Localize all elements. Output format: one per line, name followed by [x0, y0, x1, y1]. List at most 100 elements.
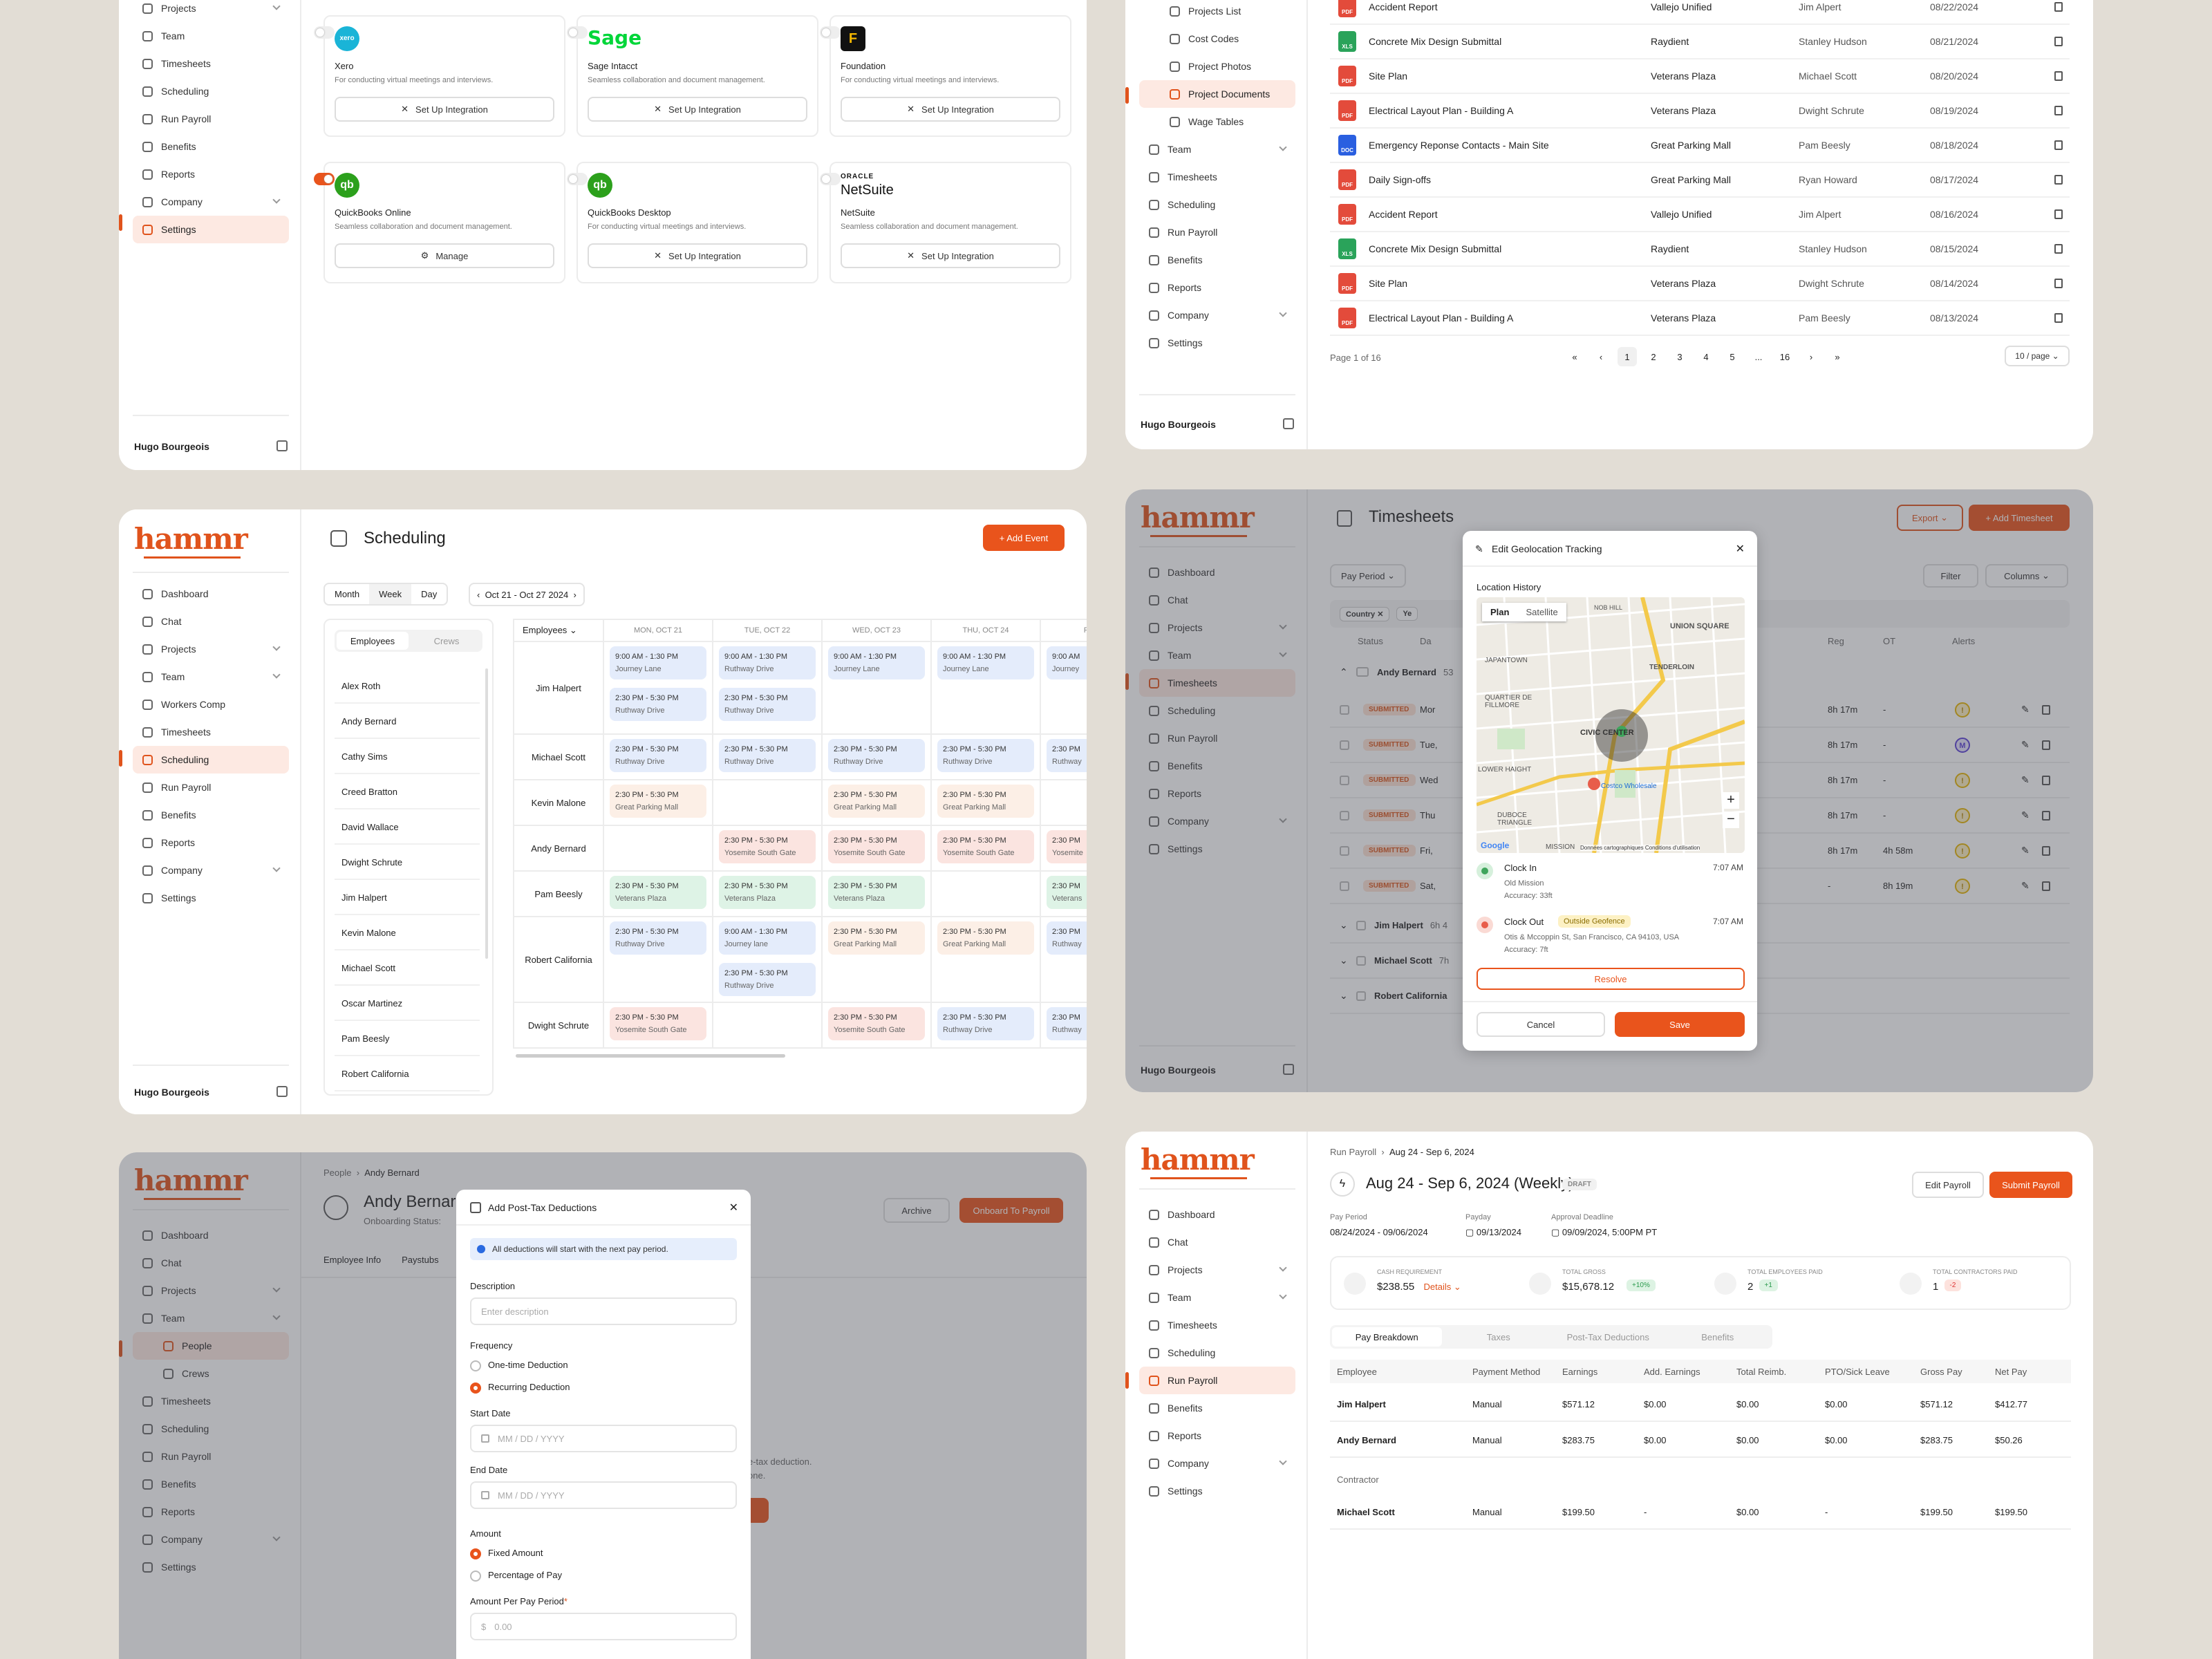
schedule-event[interactable]: 2:30 PM - 5:30 PM Great Parking Mall	[828, 785, 925, 818]
checkbox[interactable]	[1340, 775, 1349, 785]
employee-item[interactable]: Cathy Sims	[335, 739, 480, 774]
nav-item-scheduling[interactable]: Scheduling	[133, 77, 289, 105]
schedule-event[interactable]: 2:30 PM - 5:30 PM Ruthway Drive	[610, 739, 706, 772]
schedule-cell[interactable]: 9:00 AM - 1:30 PM Journey Lane	[823, 642, 932, 735]
table-row[interactable]: Michael Scott Manual $199.50- $0.00- $199.50…	[1330, 1495, 2071, 1530]
view-month[interactable]: Month	[335, 589, 360, 599]
trash-icon[interactable]	[2054, 244, 2063, 254]
onboard-button[interactable]: Onboard To Payroll	[959, 1198, 1063, 1223]
schedule-event[interactable]: 2:30 PM - 5:30 PM Great Parking Mall	[828, 921, 925, 955]
table-row[interactable]: XLS Concrete Mix Design Submittal Raydient…	[1330, 25, 2070, 59]
logout-icon[interactable]	[1283, 418, 1294, 429]
nav-item-company[interactable]: Company	[133, 188, 289, 216]
doc-name[interactable]: Concrete Mix Design Submittal	[1369, 36, 1502, 47]
map-tab-plan[interactable]: Plan	[1490, 607, 1510, 617]
nav-item-run-payroll[interactable]: Run Payroll	[1139, 1367, 1295, 1394]
table-row[interactable]: Andy Bernard Manual $283.75 $0.00 $0.00 $0.00…	[1330, 1423, 2071, 1458]
schedule-cell[interactable]: 2:30 PM - 5:30 PM Yosemite South Gate	[823, 1003, 932, 1049]
nav-item-run-payroll[interactable]: Run Payroll	[1139, 218, 1295, 246]
nav-item-timesheets[interactable]: Timesheets	[133, 50, 289, 77]
zoom-out-icon[interactable]: −	[1723, 812, 1739, 828]
zoom-in-icon[interactable]: +	[1723, 792, 1739, 809]
employee-item[interactable]: Andy Bernard	[335, 704, 480, 739]
nav-item-scheduling[interactable]: Scheduling	[1139, 1339, 1295, 1367]
map[interactable]: Plan Satellite NOB HILL UNION SQUARE JAP…	[1477, 597, 1745, 853]
table-row[interactable]: PDF Electrical Layout Plan - Building A Ve…	[1330, 94, 2070, 129]
set-up-integration-button[interactable]: ✕ Set Up Integration	[588, 97, 807, 122]
schedule-cell[interactable]: 2:30 PM - 5:30 PM Veterans Plaza	[604, 872, 713, 917]
tab-taxes[interactable]: Taxes	[1486, 1331, 1510, 1342]
nav-item-settings[interactable]: Settings	[133, 1553, 289, 1581]
nav-item-team[interactable]: Team	[133, 1304, 289, 1332]
hammr-logo[interactable]: hammr	[134, 1163, 248, 1200]
nav-item-wage-tables[interactable]: Wage Tables	[1139, 108, 1295, 135]
nav-item-chat[interactable]: Chat	[133, 1249, 289, 1277]
checkbox[interactable]	[1340, 740, 1349, 750]
schedule-cell[interactable]: 9:00 AM - 1:30 PM Journey Lane	[932, 642, 1041, 735]
view-week[interactable]: Week	[369, 584, 412, 604]
nav-item-chat[interactable]: Chat	[133, 608, 289, 635]
nav-item-cost-codes[interactable]: Cost Codes	[1139, 25, 1295, 53]
schedule-event[interactable]: 2:30 PM Veterans	[1047, 876, 1087, 909]
nav-item-timesheets[interactable]: Timesheets	[133, 1387, 289, 1415]
schedule-event[interactable]: 2:30 PM - 5:30 PM Great Parking Mall	[937, 785, 1034, 818]
start-date-input[interactable]: MM / DD / YYYY	[470, 1425, 737, 1452]
hammr-logo[interactable]: hammr	[1141, 500, 1255, 537]
next-icon[interactable]: ›	[568, 589, 577, 600]
chevron-down-icon[interactable]	[272, 643, 281, 651]
employee-item[interactable]: Dwight Schrute	[335, 845, 480, 880]
chevron-down-icon[interactable]	[272, 2, 281, 10]
schedule-event[interactable]: 2:30 PM - 5:30 PM Ruthway Drive	[719, 739, 816, 772]
nav-item-chat[interactable]: Chat	[1139, 1228, 1295, 1256]
nav-item-projects[interactable]: Projects	[133, 0, 289, 22]
radio-one-time[interactable]: One-time Deduction	[470, 1360, 568, 1371]
tab-paystubs[interactable]: Paystubs	[402, 1255, 439, 1265]
schedule-cell[interactable]: 2:30 PM Ruthway	[1041, 1003, 1087, 1049]
table-row[interactable]: Jim Halpert Manual $571.12 $0.00 $0.00 $0.00 $…	[1330, 1387, 2071, 1422]
nav-item-team[interactable]: Team	[1139, 1284, 1295, 1311]
radio-fixed-amount[interactable]: Fixed Amount	[470, 1548, 543, 1559]
schedule-event[interactable]: 9:00 AM - 1:30 PM Ruthway Drive	[719, 646, 816, 679]
schedule-cell[interactable]: 2:30 PM - 5:30 PM Great Parking Mall	[932, 917, 1041, 1003]
chevron-down-icon[interactable]	[272, 196, 281, 204]
nav-item-company[interactable]: Company	[133, 1526, 289, 1553]
schedule-cell[interactable]	[713, 1003, 823, 1049]
nav-item-projects[interactable]: Projects	[133, 1277, 289, 1304]
nav-item-benefits[interactable]: Benefits	[133, 801, 289, 829]
page-button[interactable]: «	[1572, 351, 1577, 362]
checkbox[interactable]	[1340, 881, 1349, 891]
schedule-event[interactable]: 2:30 PM - 5:30 PM Great Parking Mall	[610, 785, 706, 818]
tab-pay-breakdown[interactable]: Pay Breakdown	[1332, 1327, 1442, 1347]
submit-payroll-button[interactable]: Submit Payroll	[1989, 1172, 2072, 1198]
schedule-cell[interactable]	[932, 872, 1041, 917]
user-name[interactable]: Hugo Bourgeois	[1141, 418, 1294, 430]
table-row[interactable]: PDF Accident Report Vallejo Unified Jim Alp…	[1330, 198, 2070, 232]
page-button[interactable]: 4	[1703, 351, 1709, 362]
trash-icon[interactable]	[2042, 704, 2050, 715]
chevron-down-icon[interactable]: ⌄	[1340, 919, 1348, 930]
schedule-event[interactable]: 2:30 PM - 5:30 PM Ruthway Drive	[610, 921, 706, 955]
nav-item-reports[interactable]: Reports	[1139, 1422, 1295, 1450]
schedule-cell[interactable]: 2:30 PM - 5:30 PM Great Parking Mall	[932, 780, 1041, 826]
nav-item-run-payroll[interactable]: Run Payroll	[1139, 724, 1295, 752]
schedule-event[interactable]: 2:30 PM - 5:30 PM Veterans Plaza	[610, 876, 706, 909]
radio-recurring[interactable]: Recurring Deduction	[470, 1382, 570, 1394]
schedule-cell[interactable]: 9:00 AM - 1:30 PM Journey lane 2:30 PM - 5…	[713, 917, 823, 1003]
nav-item-scheduling[interactable]: Scheduling	[1139, 697, 1295, 724]
schedule-event[interactable]: 9:00 AM - 1:30 PM Journey Lane	[828, 646, 925, 679]
tab-employee-info[interactable]: Employee Info	[324, 1255, 382, 1265]
schedule-cell[interactable]: 2:30 PM - 5:30 PM Ruthway Drive	[713, 735, 823, 780]
logout-icon[interactable]	[276, 1086, 288, 1097]
nav-item-scheduling[interactable]: Scheduling	[133, 746, 289, 774]
nav-item-people[interactable]: People	[133, 1332, 289, 1360]
nav-item-timesheets[interactable]: Timesheets	[1139, 669, 1295, 697]
edit-icon[interactable]: ✎	[2021, 809, 2030, 821]
employee-item[interactable]: Creed Bratton	[335, 774, 480, 809]
schedule-cell[interactable]: 2:30 PM - 5:30 PM Ruthway Drive	[823, 735, 932, 780]
nav-item-settings[interactable]: Settings	[133, 884, 289, 912]
schedule-cell[interactable]: 2:30 PM - 5:30 PM Ruthway Drive	[932, 735, 1041, 780]
user-name[interactable]: Hugo Bourgeois	[1141, 1064, 1294, 1076]
nav-item-reports[interactable]: Reports	[133, 829, 289, 856]
nav-item-run-payroll[interactable]: Run Payroll	[133, 1443, 289, 1470]
schedule-event[interactable]: 9:00 AM - 1:30 PM Journey lane	[719, 921, 816, 955]
